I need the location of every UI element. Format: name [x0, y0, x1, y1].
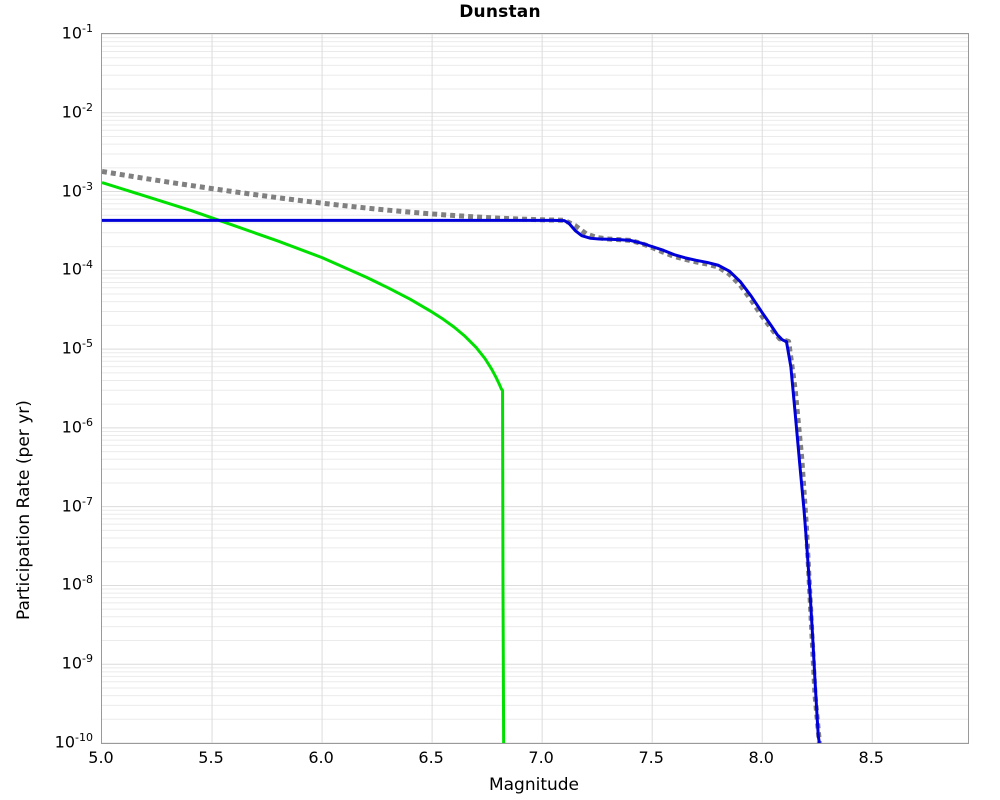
y-tick-label: 10-9: [61, 652, 93, 673]
x-axis-label: Magnitude: [488, 775, 580, 795]
y-tick-label: 10-3: [61, 179, 93, 201]
x-tick-label: 6.5: [418, 748, 444, 767]
y-tick-label: 10-4: [61, 258, 93, 279]
y-tick-label: 10-8: [61, 573, 93, 594]
chart-title: Dunstan: [459, 2, 541, 22]
y-tick-label: 10-10: [54, 731, 93, 752]
x-tick-label: 5.0: [88, 748, 114, 767]
y-tick-label: 10-1: [61, 22, 93, 43]
plot-area: [101, 33, 969, 744]
y-tick-label: 10-2: [61, 100, 93, 122]
x-tick-label: 6.0: [308, 748, 334, 767]
series-background-source: [102, 181, 506, 743]
plot-canvas: [102, 34, 968, 743]
data-series-layer: [102, 168, 822, 743]
y-tick-label: 10-7: [61, 494, 93, 516]
x-tick-label: 7.0: [528, 748, 554, 767]
major-gridlines: [102, 34, 968, 743]
x-tick-label: 8.5: [858, 748, 884, 767]
minor-gridlines: [102, 37, 968, 720]
y-tick-label: 10-5: [61, 337, 93, 358]
series-total-model: [102, 168, 822, 743]
x-tick-label: 5.5: [198, 748, 224, 767]
y-tick-label: 10-6: [61, 416, 93, 437]
x-tick-label: 8.0: [748, 748, 774, 767]
vertical-gridlines: [211, 34, 873, 743]
x-tick-label: 7.5: [638, 748, 664, 767]
series-fault-source: [102, 218, 821, 743]
